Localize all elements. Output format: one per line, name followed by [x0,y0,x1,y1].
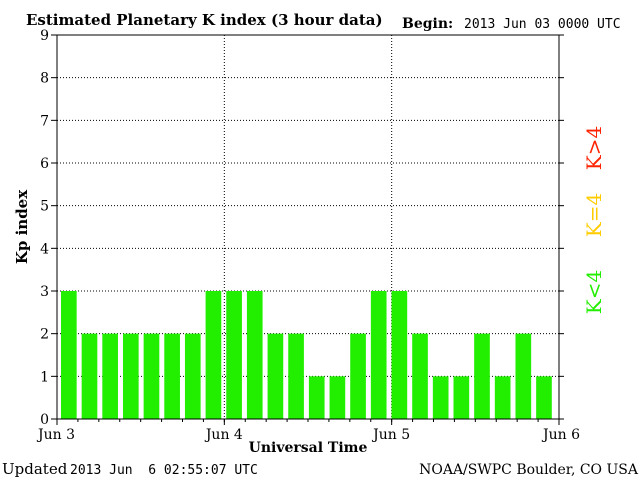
y-tick-label: 4 [40,241,49,257]
kp-bar [205,291,222,419]
kp-bar [226,291,242,419]
legend-storm: K>4 [582,126,606,170]
x-tick-label: Jun 5 [371,427,410,443]
y-tick-label: 5 [40,199,49,215]
x-axis-label: Universal Time [249,440,368,456]
x-axis-ticks: Jun 3 Jun 4 Jun 5 Jun 6 [36,419,580,443]
credit-text: NOAA/SWPC Boulder, CO USA [419,462,639,478]
begin-label: Begin: [402,16,453,32]
kp-bar [61,291,77,419]
kp-bar [391,291,408,419]
kp-bar [164,333,180,419]
updated-value: 2013 Jun 6 02:55:07 UTC [70,463,258,478]
y-axis-ticks: 0 1 2 3 4 5 6 7 8 9 [40,28,564,428]
legend-quiet: K<4 [582,270,606,314]
x-tick-label: Jun 6 [541,427,580,443]
y-tick-label: 9 [40,28,49,44]
kp-bar [122,333,139,419]
bars-group [61,291,552,419]
x-tick-label: Jun 4 [204,427,243,443]
kp-bar [102,333,118,419]
kp-bar [267,333,284,419]
chart-title: Estimated Planetary K index (3 hour data… [26,11,383,29]
kp-bar [370,291,387,419]
kp-bar [143,333,160,419]
y-tick-label: 0 [40,412,49,428]
kp-bar [246,291,263,419]
kp-bar [474,333,490,419]
kp-bar [494,376,511,419]
kp-bar [308,376,325,419]
kp-bar [350,333,366,419]
y-tick-label: 2 [40,327,49,343]
kp-bar [81,333,98,419]
kp-bar [536,376,552,419]
kp-bar [412,333,428,419]
kp-bar [432,376,449,419]
kp-bar [329,376,346,419]
y-tick-label: 6 [40,156,49,172]
kp-bar [184,333,201,419]
y-tick-label: 8 [40,71,49,87]
kp-bar [288,333,304,419]
begin-value: 2013 Jun 03 0000 UTC [464,17,621,32]
y-tick-label: 3 [40,284,49,300]
kp-bar [453,376,470,419]
y-axis-label: Kp index [13,189,31,264]
y-tick-label: 7 [40,113,49,129]
legend-active: K=4 [582,193,606,237]
y-tick-label: 1 [40,369,49,385]
x-tick-label: Jun 3 [36,427,75,443]
grid-lines [57,35,559,419]
updated-label: Updated [2,460,68,478]
kp-bar [515,333,532,419]
